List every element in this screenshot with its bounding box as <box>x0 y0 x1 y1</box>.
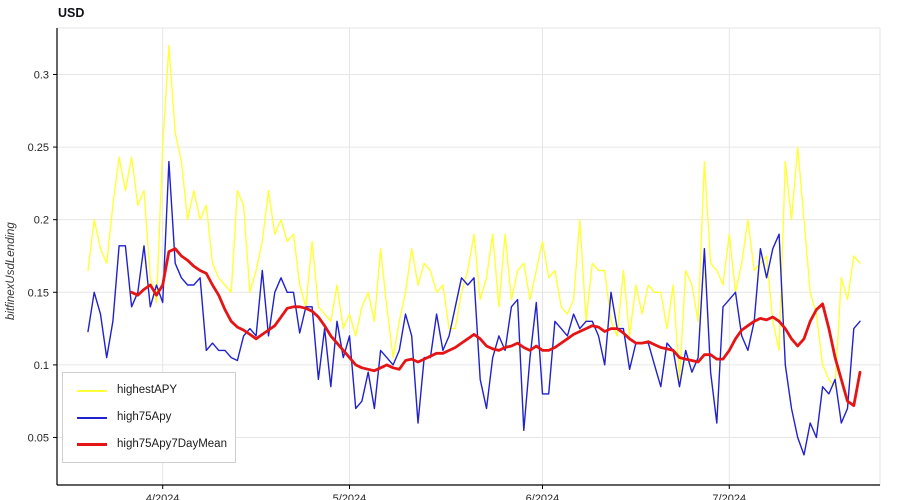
legend-swatch-high75Apy7DayMean-icon <box>77 442 107 446</box>
legend-label-high75Apy7DayMean: high75Apy7DayMean <box>117 437 227 450</box>
y-tick-label: 0.3 <box>34 69 49 81</box>
y-tick-label: 0.05 <box>28 433 49 445</box>
gridlines <box>57 27 881 485</box>
series-line-high75Apy7DayMean <box>130 247 862 408</box>
x-tick-label: 6/2024 <box>526 493 560 500</box>
legend-item-high75Apy7DayMean[interactable]: high75Apy7DayMean <box>77 438 227 451</box>
legend-item-highestAPY[interactable]: highestAPY <box>77 384 221 397</box>
legend-item-high75Apy[interactable]: high75Apy <box>77 410 221 424</box>
legend-swatch-highestAPY-icon <box>77 389 107 392</box>
chart-title: USD <box>58 6 85 20</box>
series-line-high75Apy <box>87 160 861 456</box>
legend-label-highestAPY: highestAPY <box>117 384 178 396</box>
y-tick-label: 0.15 <box>28 287 49 299</box>
x-tick-label: 7/2024 <box>712 493 746 500</box>
x-tick-label: 4/2024 <box>146 493 180 500</box>
y-tick-label: 0.1 <box>34 360 49 372</box>
y-tick-label: 0.25 <box>28 142 49 154</box>
x-tick-label: 5/2024 <box>333 493 367 500</box>
series-line-highestAPY <box>87 44 861 388</box>
axes: 0.05 0.1 0.15 0.2 0.25 0.3 4/2024 5/2024 6/2024 7… <box>28 28 880 500</box>
chart-legend: highestAPY high75Apy high75Apy7DayMean <box>62 372 236 463</box>
legend-swatch-high75Apy-icon <box>77 416 107 419</box>
legend-label-high75Apy: high75Apy <box>117 410 172 423</box>
y-tick-label: 0.2 <box>34 215 49 227</box>
